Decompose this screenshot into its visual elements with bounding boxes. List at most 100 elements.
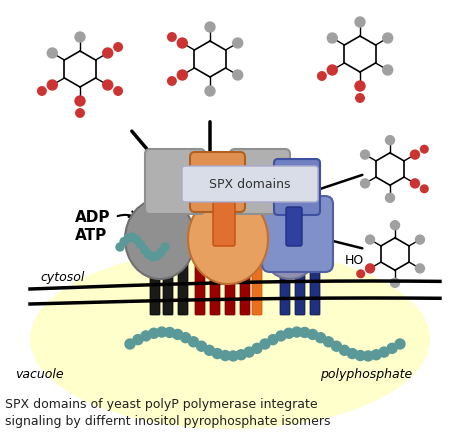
Circle shape	[47, 49, 57, 59]
FancyBboxPatch shape	[178, 254, 188, 315]
Circle shape	[268, 335, 278, 345]
Circle shape	[128, 233, 136, 241]
Circle shape	[125, 339, 135, 349]
Text: SPX domains of yeast polyP polymerase integrate: SPX domains of yeast polyP polymerase in…	[5, 398, 318, 410]
Circle shape	[308, 330, 318, 339]
Circle shape	[114, 44, 122, 52]
FancyBboxPatch shape	[310, 254, 320, 315]
Circle shape	[300, 328, 310, 338]
Ellipse shape	[125, 200, 195, 279]
Circle shape	[132, 236, 140, 244]
Circle shape	[355, 82, 365, 92]
Circle shape	[387, 343, 397, 353]
Circle shape	[361, 180, 370, 188]
Circle shape	[196, 342, 207, 351]
Circle shape	[260, 339, 270, 349]
FancyBboxPatch shape	[163, 254, 173, 315]
Circle shape	[415, 236, 424, 244]
Circle shape	[236, 350, 246, 360]
FancyBboxPatch shape	[150, 254, 160, 315]
Circle shape	[181, 333, 191, 343]
Circle shape	[103, 49, 113, 59]
FancyBboxPatch shape	[252, 254, 262, 315]
Circle shape	[47, 81, 57, 91]
FancyBboxPatch shape	[286, 208, 302, 247]
Text: signaling by differnt inositol pyrophosphate isomers: signaling by differnt inositol pyrophosp…	[5, 414, 330, 427]
Circle shape	[75, 97, 85, 107]
Circle shape	[124, 234, 132, 242]
Circle shape	[133, 335, 143, 345]
Circle shape	[391, 279, 400, 288]
Circle shape	[357, 270, 365, 278]
Circle shape	[164, 328, 175, 338]
Circle shape	[383, 66, 393, 76]
Circle shape	[168, 78, 176, 86]
Circle shape	[177, 71, 187, 81]
Circle shape	[76, 110, 84, 118]
Circle shape	[385, 194, 394, 203]
FancyBboxPatch shape	[280, 254, 290, 315]
Text: vacuole: vacuole	[15, 367, 64, 381]
Circle shape	[153, 253, 161, 261]
Circle shape	[75, 33, 85, 43]
Circle shape	[189, 337, 199, 347]
Circle shape	[157, 249, 165, 257]
Circle shape	[363, 351, 373, 361]
Circle shape	[120, 238, 128, 246]
Circle shape	[103, 81, 113, 91]
Circle shape	[141, 246, 148, 254]
Ellipse shape	[188, 194, 268, 284]
Circle shape	[318, 73, 326, 81]
Circle shape	[204, 346, 214, 356]
Circle shape	[365, 236, 374, 244]
Circle shape	[116, 244, 124, 251]
Text: HO: HO	[345, 253, 364, 266]
Circle shape	[355, 18, 365, 28]
Circle shape	[157, 327, 167, 337]
Circle shape	[149, 328, 159, 339]
Circle shape	[331, 342, 341, 351]
Circle shape	[361, 151, 370, 160]
Circle shape	[212, 349, 222, 359]
Circle shape	[220, 351, 230, 361]
Text: cytosol: cytosol	[40, 271, 84, 284]
Circle shape	[228, 351, 238, 361]
Circle shape	[244, 347, 254, 357]
Circle shape	[233, 71, 243, 81]
Circle shape	[420, 146, 428, 154]
Circle shape	[205, 23, 215, 33]
Text: polyphosphate: polyphosphate	[320, 367, 412, 381]
Circle shape	[347, 349, 357, 359]
Text: SPX domains: SPX domains	[209, 178, 291, 191]
Circle shape	[379, 347, 389, 357]
Circle shape	[339, 346, 349, 356]
Circle shape	[410, 180, 419, 188]
Circle shape	[284, 328, 294, 339]
FancyBboxPatch shape	[230, 150, 290, 215]
Circle shape	[37, 88, 46, 96]
FancyBboxPatch shape	[240, 254, 250, 315]
FancyBboxPatch shape	[145, 150, 205, 215]
Circle shape	[371, 350, 381, 360]
Circle shape	[324, 337, 334, 347]
Circle shape	[145, 251, 153, 259]
Text: ADP: ADP	[75, 210, 110, 225]
Circle shape	[385, 136, 394, 145]
Circle shape	[149, 253, 157, 261]
FancyBboxPatch shape	[213, 202, 235, 247]
Circle shape	[137, 240, 145, 249]
FancyBboxPatch shape	[262, 197, 333, 272]
Circle shape	[233, 39, 243, 49]
Ellipse shape	[260, 209, 320, 279]
Circle shape	[395, 339, 405, 349]
Circle shape	[177, 39, 187, 49]
Circle shape	[391, 221, 400, 230]
FancyBboxPatch shape	[210, 254, 220, 315]
Circle shape	[365, 264, 374, 273]
Circle shape	[327, 34, 337, 44]
Circle shape	[410, 151, 419, 160]
Circle shape	[205, 87, 215, 97]
Circle shape	[141, 331, 151, 341]
Circle shape	[252, 343, 262, 353]
Circle shape	[161, 244, 169, 251]
